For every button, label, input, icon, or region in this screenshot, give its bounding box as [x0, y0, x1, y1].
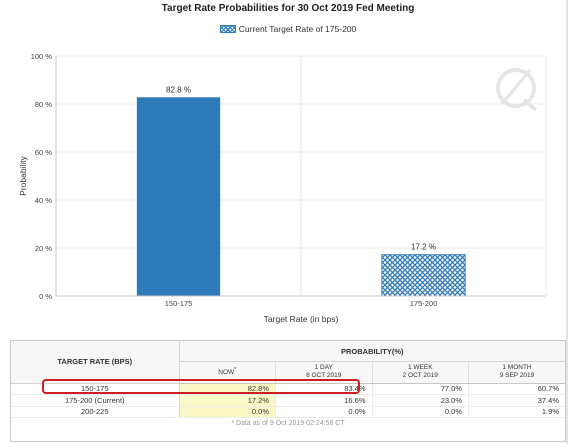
- column-header-label: 1 WEEK: [407, 364, 433, 371]
- column-header-label: 1 MONTH: [502, 364, 532, 371]
- probability-cell: 17.2%: [179, 394, 276, 407]
- y-tick-label: 0 %: [39, 292, 52, 301]
- column-header-label: 1 DAY: [314, 364, 333, 371]
- column-header[interactable]: 1 DAY 8 OCT 2019: [275, 361, 373, 384]
- probability-header: PROBABILITY(%): [179, 341, 565, 362]
- probability-cell: 60.7%: [468, 383, 565, 395]
- column-header[interactable]: NOW*: [179, 361, 276, 384]
- y-tick-label: 60 %: [35, 148, 52, 157]
- chart-panel: Target Rate Probabilities for 30 Oct 201…: [10, 0, 566, 332]
- column-header-date: 2 OCT 2019: [402, 372, 438, 379]
- probability-cell: 1.9%: [468, 406, 565, 418]
- data-timestamp-footnote: * Data as of 9 Oct 2019 02:24:58 CT: [231, 420, 345, 427]
- y-tick-label: 20 %: [35, 244, 52, 253]
- x-tick-label: 175-200: [410, 299, 438, 308]
- bar-150-175: [136, 97, 221, 296]
- probability-cell: 82.8%: [179, 383, 276, 395]
- probability-cell: 23.0%: [372, 394, 469, 407]
- probability-cell: 83.4%: [275, 383, 373, 395]
- column-header-date: 9 SEP 2019: [499, 372, 535, 379]
- target-rate-cell: 150-175: [11, 383, 180, 395]
- probability-cell: 37.4%: [468, 394, 565, 407]
- y-tick-label: 80 %: [35, 100, 52, 109]
- y-axis-title: Probability: [18, 155, 28, 195]
- panel-divider: [566, 0, 568, 444]
- y-tick-label: 100 %: [31, 52, 53, 61]
- probability-cell: 0.0%: [275, 406, 373, 418]
- table-row: 175-200 (Current) 17.2% 16.6% 23.0% 37.4%: [11, 394, 565, 407]
- probability-cell: 16.6%: [275, 394, 373, 407]
- column-header-date: 8 OCT 2019: [306, 372, 342, 379]
- probability-cell: 0.0%: [179, 406, 276, 418]
- watermark-logo-icon: [496, 68, 538, 112]
- bar-chart: 82.8 % 17.2 % 0 % 20 % 40 % 60 % 80 % 100 % 150…: [18, 52, 547, 324]
- data-label: 17.2 %: [411, 243, 436, 252]
- legend-label: Current Target Rate of 175-200: [238, 24, 357, 34]
- table-row: 200-225 0.0% 0.0% 0.0% 1.9%: [11, 406, 565, 418]
- column-header[interactable]: 1 MONTH 9 SEP 2019: [468, 361, 565, 384]
- column-header-label: NOW: [218, 369, 235, 377]
- column-header[interactable]: 1 WEEK 2 OCT 2019: [372, 361, 469, 384]
- bar-175-200: [381, 254, 466, 297]
- x-axis-title: Target Rate (in bps): [264, 314, 339, 324]
- target-rate-cell: 175-200 (Current): [11, 394, 180, 407]
- target-rate-header: TARGET RATE (BPS): [11, 341, 180, 384]
- footnote-marker: *: [234, 367, 237, 374]
- target-rate-cell: 200-225: [11, 406, 180, 418]
- y-tick-label: 40 %: [35, 196, 52, 205]
- probability-cell: 77.0%: [372, 383, 469, 395]
- table-row: 150-175 82.8% 83.4% 77.0% 60.7%: [11, 383, 565, 395]
- legend-crosshatch-swatch: [219, 25, 236, 33]
- chart-title: Target Rate Probabilities for 30 Oct 201…: [161, 3, 415, 14]
- legend[interactable]: Current Target Rate of 175-200: [10, 24, 566, 34]
- probability-cell: 0.0%: [372, 406, 469, 418]
- data-label: 82.8 %: [166, 85, 191, 94]
- x-tick-label: 150-175: [165, 299, 193, 308]
- probability-table: TARGET RATE (BPS) PROBABILITY(%) NOW* 1 D…: [10, 340, 566, 442]
